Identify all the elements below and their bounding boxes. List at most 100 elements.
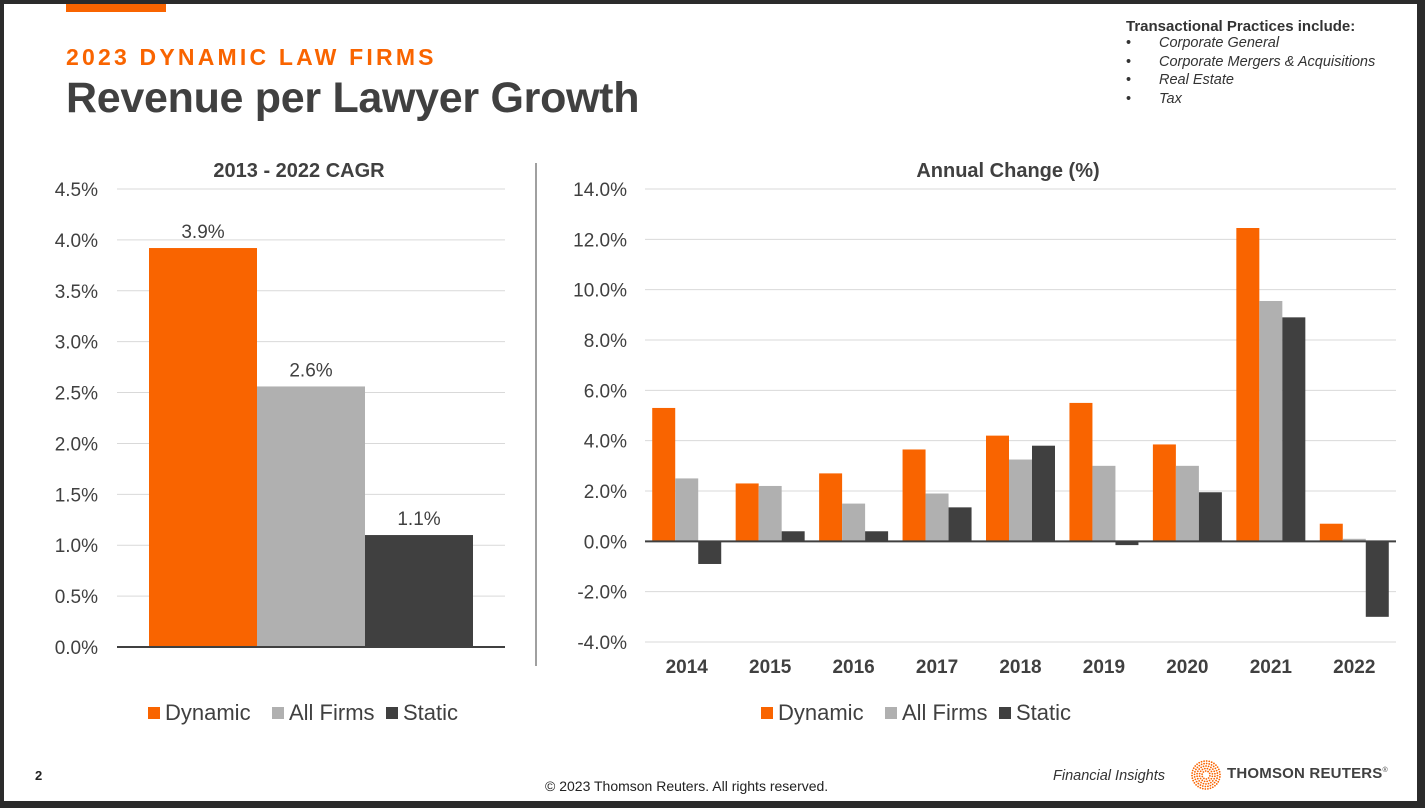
- logo-dot: [1211, 775, 1214, 778]
- bar-static-2020: [1198, 492, 1222, 542]
- practices-note-heading: Transactional Practices include:: [1126, 18, 1356, 35]
- bar-all-firms-2016: [842, 503, 866, 542]
- bar-static-2014: [698, 541, 722, 564]
- y-tick-label: 3.5%: [55, 282, 98, 303]
- accent-bar: [66, 4, 166, 12]
- x-tick-label: 2014: [666, 657, 709, 678]
- logo-dot: [1205, 760, 1208, 762]
- logo-dot: [1195, 780, 1198, 783]
- x-tick-label: 2020: [1166, 657, 1208, 678]
- logo-dot: [1218, 770, 1221, 773]
- logo-dot: [1198, 768, 1201, 770]
- logo-dot: [1207, 785, 1209, 788]
- logo-dot: [1199, 770, 1202, 773]
- x-tick-label: 2016: [832, 657, 874, 678]
- logo-dot: [1208, 779, 1211, 782]
- logo-dot: [1211, 780, 1214, 782]
- logo-dot: [1214, 775, 1216, 778]
- bar-dynamic-2014: [652, 407, 676, 542]
- logo-dot: [1210, 777, 1213, 780]
- logo-dot: [1193, 773, 1196, 776]
- logo-dot: [1218, 778, 1221, 781]
- logo-dot: [1208, 760, 1211, 763]
- logo-dot: [1198, 775, 1201, 778]
- bar-all-firms: [257, 386, 365, 647]
- bar-static-2019: [1115, 541, 1139, 546]
- practices-note: Transactional Practices include: • Corpor…: [1126, 18, 1375, 110]
- logo-dot: [1194, 778, 1197, 781]
- x-tick-label: 2015: [749, 657, 792, 678]
- legend-swatch-static: [999, 707, 1011, 719]
- legend-swatch-all-firms: [272, 707, 284, 719]
- bar-dynamic: [149, 248, 257, 647]
- logo-dot: [1204, 785, 1207, 788]
- thomson-reuters-logo-icon: [1191, 760, 1221, 790]
- logo-dot: [1208, 772, 1211, 775]
- logo-dot: [1216, 777, 1218, 780]
- y-tick-label: 1.0%: [55, 536, 98, 557]
- y-tick-label: 2.5%: [55, 384, 98, 405]
- logo-dot: [1198, 772, 1201, 775]
- logo-dot: [1203, 760, 1205, 763]
- logo-dot: [1198, 779, 1201, 782]
- logo-dot: [1191, 772, 1194, 774]
- y-tick-label: 12.0%: [573, 230, 627, 251]
- logo-dot: [1213, 777, 1216, 780]
- legend-label: Dynamic: [778, 700, 864, 725]
- bar-dynamic-2020: [1152, 444, 1176, 542]
- logo-dot: [1216, 772, 1219, 774]
- bar-all-firms-2020: [1175, 465, 1199, 542]
- logo-dot: [1200, 781, 1203, 784]
- logo-dot: [1201, 768, 1204, 771]
- logo-dot: [1208, 768, 1211, 771]
- bar-dynamic-2019: [1069, 402, 1093, 542]
- x-tick-label: 2017: [916, 657, 958, 678]
- y-tick-label: 0.0%: [55, 638, 98, 659]
- logo-dot: [1204, 770, 1207, 772]
- legend-label: All Firms: [289, 700, 375, 725]
- y-tick-label: 4.0%: [584, 432, 627, 453]
- logo-dot: [1207, 770, 1209, 773]
- bar-dynamic-2017: [902, 449, 926, 542]
- y-tick-label: 4.0%: [55, 231, 98, 252]
- bullet-icon: •: [1126, 53, 1132, 70]
- logo-dot: [1199, 777, 1202, 780]
- logo-dot: [1204, 788, 1207, 790]
- logo-dot: [1193, 781, 1196, 784]
- bar-all-firms-2014: [675, 478, 699, 542]
- financial-insights-label: Financial Insights: [1053, 768, 1166, 784]
- logo-dot: [1215, 779, 1217, 782]
- logo-dot: [1214, 772, 1216, 775]
- logo-dot: [1196, 766, 1199, 769]
- logo-dot: [1201, 787, 1204, 790]
- logo-dot: [1196, 772, 1198, 775]
- logo-dot: [1194, 765, 1197, 767]
- logo-dot: [1213, 770, 1216, 773]
- logo-dot: [1210, 770, 1213, 773]
- logo-dot: [1209, 784, 1212, 787]
- logo-dot: [1211, 783, 1214, 786]
- logo-dot: [1207, 777, 1210, 779]
- logo-dot: [1202, 782, 1205, 785]
- y-tick-label: 0.0%: [584, 532, 627, 553]
- y-tick-label: 2.0%: [584, 482, 627, 503]
- bar-all-firms-2018: [1009, 459, 1032, 542]
- y-tick-label: 3.0%: [55, 333, 98, 354]
- y-tick-label: -4.0%: [577, 633, 627, 654]
- y-tick-label: -2.0%: [577, 583, 627, 604]
- logo-dot: [1191, 769, 1194, 772]
- logo-dot: [1197, 785, 1199, 788]
- y-tick-label: 8.0%: [584, 331, 627, 352]
- y-tick-label: 2.0%: [55, 434, 98, 455]
- logo-dot: [1197, 782, 1200, 785]
- logo-dot: [1205, 762, 1208, 765]
- x-tick-label: 2019: [1083, 657, 1125, 678]
- logo-dot: [1196, 775, 1198, 778]
- legend-label: Static: [403, 700, 458, 725]
- logo-dot: [1214, 784, 1216, 787]
- logo-dot: [1205, 765, 1207, 767]
- brand-name: THOMSON REUTERS®: [1227, 765, 1388, 782]
- logo-dot: [1211, 772, 1214, 775]
- slide-subtitle: 2023 DYNAMIC LAW FIRMS: [66, 44, 437, 70]
